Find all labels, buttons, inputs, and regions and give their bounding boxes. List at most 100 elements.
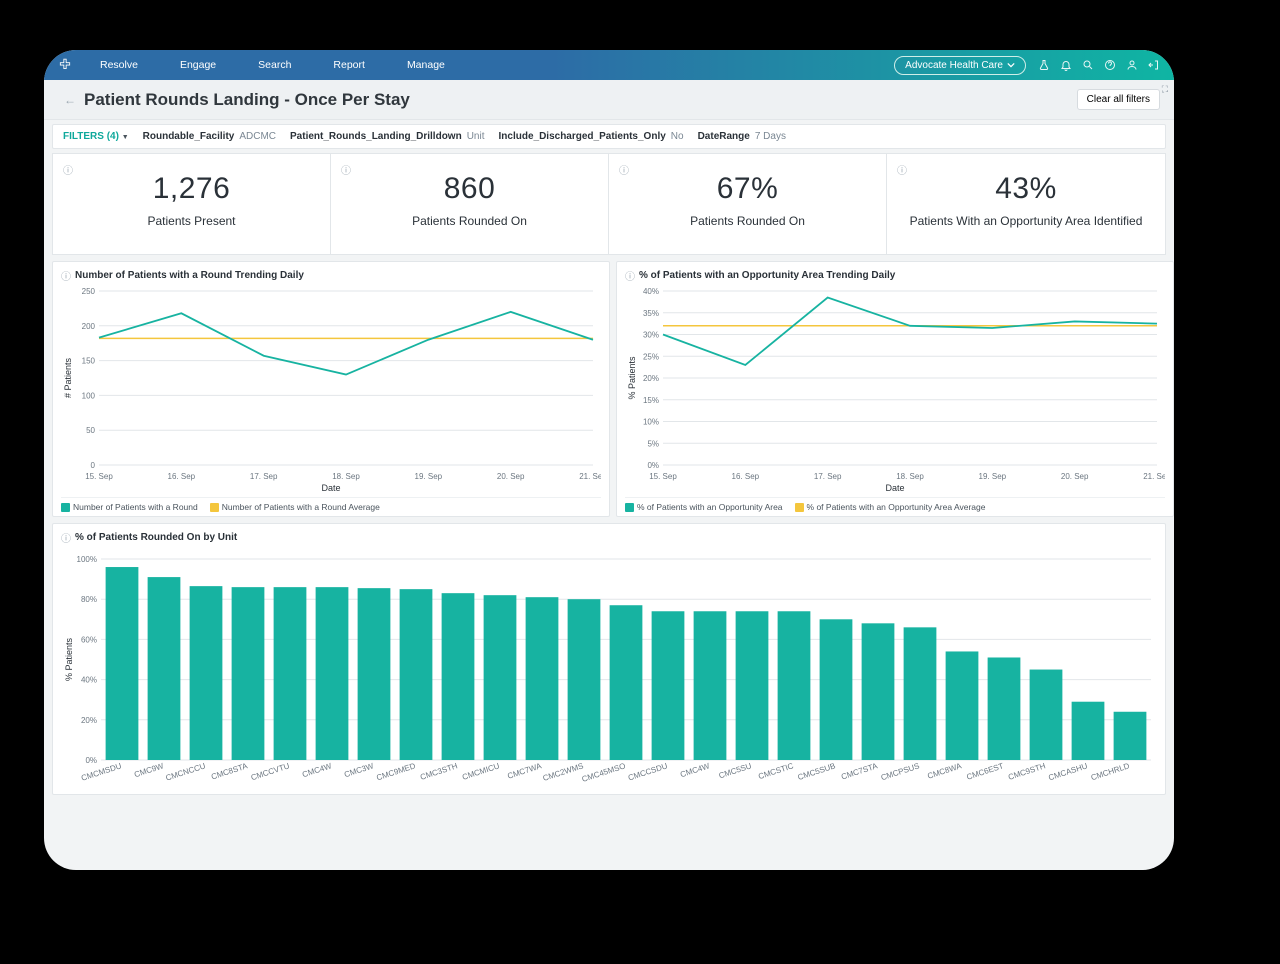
svg-text:CMC7WA: CMC7WA [506, 761, 543, 781]
back-arrow-icon[interactable]: ← [64, 93, 76, 107]
svg-text:CMCSTIC: CMCSTIC [757, 762, 795, 782]
line-chart-1: 05010015020025015. Sep16. Sep17. Sep18. … [61, 283, 601, 493]
kpi-label: Patients Present [63, 214, 320, 228]
search-icon[interactable] [1082, 59, 1094, 71]
svg-text:80%: 80% [81, 595, 97, 604]
filter-discharged[interactable]: Include_Discharged_Patients_OnlyNo [499, 131, 684, 142]
svg-text:CMCASHU: CMCASHU [1047, 762, 1088, 783]
nav-report[interactable]: Report [333, 59, 365, 71]
kpi-patients-rounded: ⓘ 860 Patients Rounded On [331, 154, 609, 254]
kpi-value: 67% [619, 172, 876, 206]
legend-avg: % of Patients with an Opportunity Area A… [807, 502, 986, 512]
help-icon[interactable] [1104, 59, 1116, 71]
chart2-legend: % of Patients with an Opportunity Area %… [625, 497, 1165, 512]
info-icon[interactable]: ⓘ [619, 162, 629, 177]
svg-text:15. Sep: 15. Sep [649, 472, 677, 481]
clear-filters-button[interactable]: Clear all filters [1077, 89, 1160, 110]
kpi-opportunity: ⓘ 43% Patients With an Opportunity Area … [887, 154, 1165, 254]
expand-icon[interactable]: ⛶ [1162, 84, 1168, 95]
svg-text:10%: 10% [643, 418, 659, 427]
svg-text:30%: 30% [643, 331, 659, 340]
main-nav: Resolve Engage Search Report Manage [100, 59, 445, 71]
info-icon[interactable]: ⓘ [63, 162, 73, 177]
kpi-label: Patients Rounded On [341, 214, 598, 228]
info-icon[interactable]: ⓘ [341, 162, 351, 177]
svg-text:Date: Date [321, 483, 340, 493]
info-icon[interactable]: ⓘ [61, 530, 71, 545]
svg-text:16. Sep: 16. Sep [732, 472, 760, 481]
top-bar: Resolve Engage Search Report Manage Advo… [44, 50, 1174, 80]
user-icon[interactable] [1126, 59, 1138, 71]
brand-logo-icon [58, 58, 72, 72]
info-icon[interactable]: ⓘ [61, 268, 71, 283]
kpi-value: 43% [897, 172, 1155, 206]
filter-drilldown[interactable]: Patient_Rounds_Landing_DrilldownUnit [290, 131, 484, 142]
page-header: ⛶ ← Patient Rounds Landing - Once Per St… [44, 80, 1174, 120]
svg-text:CMC2WMS: CMC2WMS [542, 762, 585, 784]
nav-engage[interactable]: Engage [180, 59, 216, 71]
nav-search[interactable]: Search [258, 59, 291, 71]
logout-icon[interactable] [1148, 59, 1160, 71]
filter-daterange[interactable]: DateRange7 Days [698, 131, 786, 142]
svg-text:CMCHRLD: CMCHRLD [1090, 762, 1131, 783]
info-icon[interactable]: ⓘ [625, 268, 635, 283]
header-icons [1038, 59, 1160, 71]
chart-title: % of Patients Rounded On by Unit [75, 532, 237, 543]
svg-text:0%: 0% [85, 756, 97, 765]
kpi-value: 860 [341, 172, 598, 206]
svg-text:# Patients: # Patients [63, 357, 73, 398]
svg-text:21. Sep: 21. Sep [579, 472, 601, 481]
svg-text:20. Sep: 20. Sep [1061, 472, 1089, 481]
svg-text:Date: Date [885, 483, 904, 493]
svg-text:40%: 40% [81, 676, 97, 685]
kpi-row: ⓘ 1,276 Patients Present ⓘ 860 Patients … [52, 153, 1166, 255]
chart-title: Number of Patients with a Round Trending… [75, 270, 304, 281]
svg-text:25%: 25% [643, 352, 659, 361]
svg-text:35%: 35% [643, 309, 659, 318]
svg-text:20%: 20% [643, 374, 659, 383]
svg-text:CMCCSDU: CMCCSDU [627, 762, 669, 783]
svg-text:CMC45MSO: CMC45MSO [581, 762, 627, 785]
svg-text:0%: 0% [647, 461, 659, 470]
svg-text:CMC9W: CMC9W [133, 761, 165, 779]
svg-text:CMC3W: CMC3W [343, 761, 375, 779]
svg-text:20. Sep: 20. Sep [497, 472, 525, 481]
legend-series: Number of Patients with a Round [73, 502, 198, 512]
svg-text:21. Sep: 21. Sep [1143, 472, 1165, 481]
filter-bar: FILTERS (4) ▼ Roundable_FacilityADCMC Pa… [52, 124, 1166, 149]
kpi-pct-rounded: ⓘ 67% Patients Rounded On [609, 154, 887, 254]
svg-text:17. Sep: 17. Sep [250, 472, 278, 481]
svg-text:CMCPSUS: CMCPSUS [880, 762, 921, 783]
svg-text:CMCMICU: CMCMICU [461, 762, 501, 783]
filters-label[interactable]: FILTERS (4) ▼ [63, 131, 129, 142]
svg-text:16. Sep: 16. Sep [168, 472, 196, 481]
bell-icon[interactable] [1060, 59, 1072, 71]
svg-text:60%: 60% [81, 636, 97, 645]
svg-text:CMC9STH: CMC9STH [1007, 762, 1047, 783]
chart-rounds-trend: ⓘ Number of Patients with a Round Trendin… [52, 261, 610, 517]
org-selector[interactable]: Advocate Health Care [894, 56, 1026, 75]
svg-text:CMC9MED: CMC9MED [375, 762, 416, 783]
nav-manage[interactable]: Manage [407, 59, 445, 71]
chart-rounded-by-unit: ⓘ% of Patients Rounded On by Unit 0%20%4… [52, 523, 1166, 795]
nav-resolve[interactable]: Resolve [100, 59, 138, 71]
svg-text:200: 200 [82, 322, 96, 331]
svg-text:50: 50 [86, 426, 95, 435]
svg-text:% Patients: % Patients [64, 638, 74, 682]
svg-text:18. Sep: 18. Sep [332, 472, 360, 481]
chevron-down-icon [1007, 61, 1015, 69]
svg-text:CMCNCCU: CMCNCCU [165, 762, 207, 783]
svg-text:0: 0 [91, 461, 96, 470]
svg-text:CMC5SUB: CMC5SUB [797, 762, 837, 783]
info-icon[interactable]: ⓘ [897, 162, 907, 177]
kpi-label: Patients With an Opportunity Area Identi… [897, 214, 1155, 228]
page-title: Patient Rounds Landing - Once Per Stay [84, 90, 410, 110]
flask-icon[interactable] [1038, 59, 1050, 71]
svg-text:40%: 40% [643, 287, 659, 296]
svg-text:17. Sep: 17. Sep [814, 472, 842, 481]
bar-chart: 0%20%40%60%80%100%% PatientsCMCMSDUCMC9W… [61, 545, 1159, 790]
svg-text:100%: 100% [77, 555, 97, 564]
svg-text:CMC5SU: CMC5SU [718, 762, 753, 781]
chart1-legend: Number of Patients with a Round Number o… [61, 497, 601, 512]
filter-facility[interactable]: Roundable_FacilityADCMC [143, 131, 276, 142]
